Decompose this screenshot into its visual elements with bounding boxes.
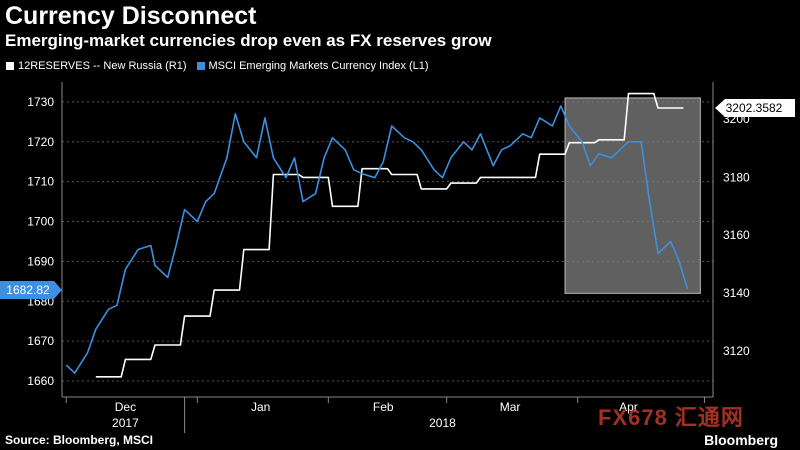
year-label: 2018	[429, 416, 456, 430]
series-line-msci	[65, 105, 689, 374]
left-tick-label: 1660	[27, 374, 54, 388]
left-tick-label: 1690	[27, 254, 54, 268]
chart-subtitle: Emerging-market currencies drop even as …	[5, 31, 492, 50]
left-tick-label: 1670	[27, 334, 54, 348]
legend: 12RESERVES -- New Russia (R1) MSCI Emerg…	[6, 60, 429, 72]
right-tick-label: 3180	[723, 170, 750, 184]
reserves-last-value-label: 3202.3582	[726, 101, 783, 115]
right-tick-label: 3120	[723, 344, 750, 358]
left-tick-label: 1720	[27, 135, 54, 149]
legend-item-msci: MSCI Emerging Markets Currency Index (L1…	[196, 60, 429, 72]
reserves-partial-tick-label: 3200	[723, 112, 750, 126]
legend-item-reserves: 12RESERVES -- New Russia (R1)	[6, 60, 187, 72]
left-tick-label: 1710	[27, 175, 54, 189]
x-tick-label: Mar	[500, 400, 521, 414]
legend-swatch-reserves	[6, 62, 14, 70]
right-tick-label: 3160	[723, 228, 750, 242]
x-tick-label: Apr	[619, 400, 638, 414]
source-note: Source: Bloomberg, MSCI	[5, 433, 154, 447]
x-tick-label: Jan	[251, 400, 270, 414]
x-tick-label: Dec	[115, 400, 136, 414]
watermark-logo: FX678 汇通网	[598, 405, 744, 430]
legend-swatch-msci	[196, 62, 205, 70]
x-tick-label: Feb	[373, 400, 394, 414]
legend-label-reserves: 12RESERVES -- New Russia (R1)	[18, 60, 187, 72]
right-tick-label: 3140	[723, 286, 750, 300]
reserves-last-value-box	[715, 99, 795, 118]
left-tick-label: 1730	[27, 95, 54, 109]
year-label: 2017	[112, 416, 139, 430]
chart-title: Currency Disconnect	[5, 2, 257, 30]
legend-label-msci: MSCI Emerging Markets Currency Index (L1…	[208, 60, 429, 72]
msci-last-value-label: 1682.82	[6, 283, 50, 297]
brand-logo: Bloomberg	[704, 432, 778, 448]
left-tick-label: 1700	[27, 215, 54, 229]
msci-last-value-box	[0, 281, 62, 300]
highlight-box	[564, 97, 701, 294]
